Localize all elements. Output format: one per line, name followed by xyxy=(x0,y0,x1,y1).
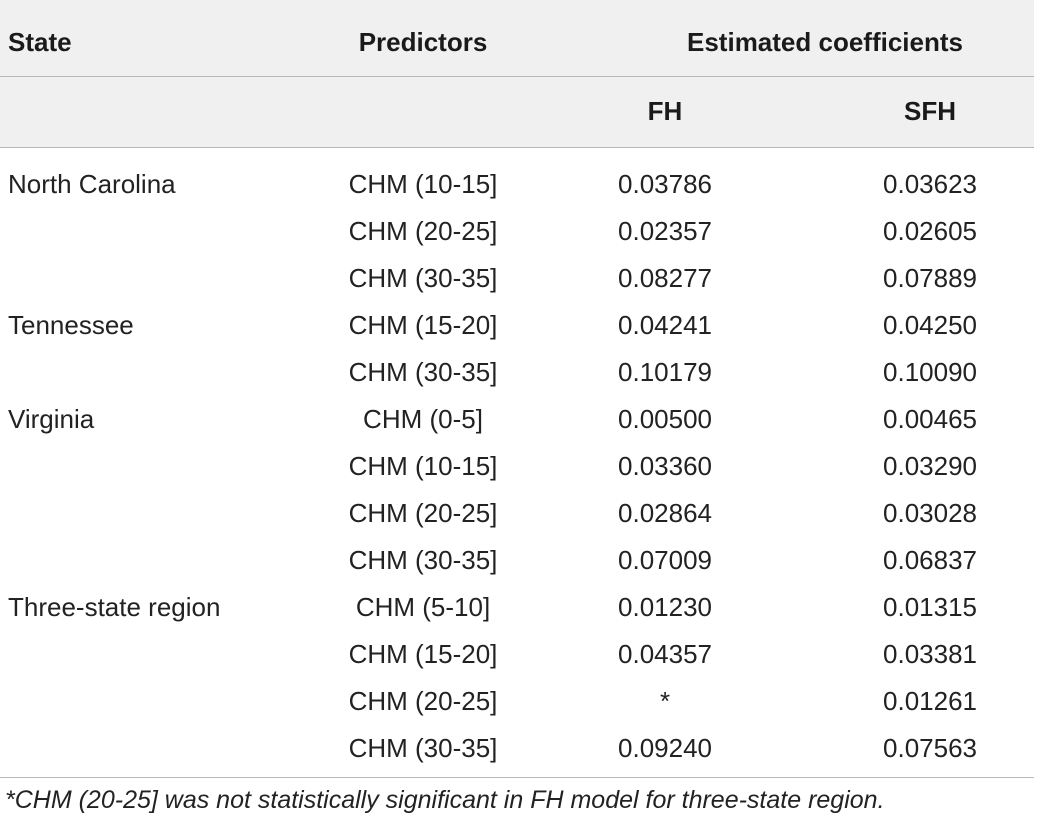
cell-fh: 0.01230 xyxy=(618,592,712,622)
cell-state: North Carolina xyxy=(8,169,176,199)
header-subrule xyxy=(0,76,1034,77)
cell-predictor: CHM (20-25] xyxy=(348,216,498,246)
cell-fh: 0.04357 xyxy=(618,639,712,669)
cell-predictor: CHM (10-15] xyxy=(348,451,498,481)
cell-sfh: 0.03381 xyxy=(883,639,977,669)
header-bottom-rule xyxy=(0,147,1034,148)
cell-state: Three-state region xyxy=(8,592,221,622)
table-bottom-rule xyxy=(0,777,1034,778)
cell-fh: 0.03786 xyxy=(618,169,712,199)
cell-sfh: 0.06837 xyxy=(883,545,977,575)
cell-fh: 0.03360 xyxy=(618,451,712,481)
cell-fh: * xyxy=(659,686,671,716)
cell-sfh: 0.02605 xyxy=(883,216,977,246)
cell-sfh: 0.03028 xyxy=(883,498,977,528)
header-sfh: SFH xyxy=(904,96,956,126)
cell-fh: 0.00500 xyxy=(618,404,712,434)
cell-sfh: 0.07563 xyxy=(883,733,977,763)
cell-predictor: CHM (20-25] xyxy=(348,686,498,716)
header-fh: FH xyxy=(647,96,683,126)
cell-sfh: 0.03623 xyxy=(883,169,977,199)
cell-state: Virginia xyxy=(8,404,95,434)
cell-sfh: 0.04250 xyxy=(883,310,977,340)
header-band xyxy=(0,0,1034,148)
cell-predictor: CHM (30-35] xyxy=(348,545,498,575)
cell-fh: 0.02864 xyxy=(618,498,712,528)
cell-predictor: CHM (15-20] xyxy=(348,310,498,340)
cell-sfh: 0.00465 xyxy=(883,404,977,434)
cell-predictor: CHM (15-20] xyxy=(348,639,498,669)
cell-predictor: CHM (30-35] xyxy=(348,733,498,763)
cell-predictor: CHM (10-15] xyxy=(348,169,498,199)
cell-sfh: 0.01315 xyxy=(883,592,977,622)
header-state: State xyxy=(8,27,72,57)
header-estimated-coefficients: Estimated coefficients xyxy=(687,27,963,57)
cell-sfh: 0.03290 xyxy=(883,451,977,481)
cell-state: Tennessee xyxy=(8,310,134,340)
cell-sfh: 0.07889 xyxy=(883,263,977,293)
cell-predictor: CHM (20-25] xyxy=(348,498,498,528)
cell-fh: 0.08277 xyxy=(618,263,712,293)
cell-predictor: CHM (30-35] xyxy=(348,263,498,293)
cell-fh: 0.10179 xyxy=(618,357,712,387)
cell-sfh: 0.10090 xyxy=(883,357,977,387)
cell-fh: 0.02357 xyxy=(618,216,712,246)
cell-predictor: CHM (30-35] xyxy=(348,357,498,387)
cell-predictor: CHM (5-10] xyxy=(355,592,491,622)
cell-fh: 0.07009 xyxy=(618,545,712,575)
table-footnote: *CHM (20-25] was not statistically signi… xyxy=(5,786,885,814)
cell-fh: 0.04241 xyxy=(618,310,712,340)
cell-predictor: CHM (0-5] xyxy=(363,404,483,434)
cell-sfh: 0.01261 xyxy=(883,686,977,716)
header-predictors: Predictors xyxy=(358,27,488,57)
cell-fh: 0.09240 xyxy=(618,733,712,763)
